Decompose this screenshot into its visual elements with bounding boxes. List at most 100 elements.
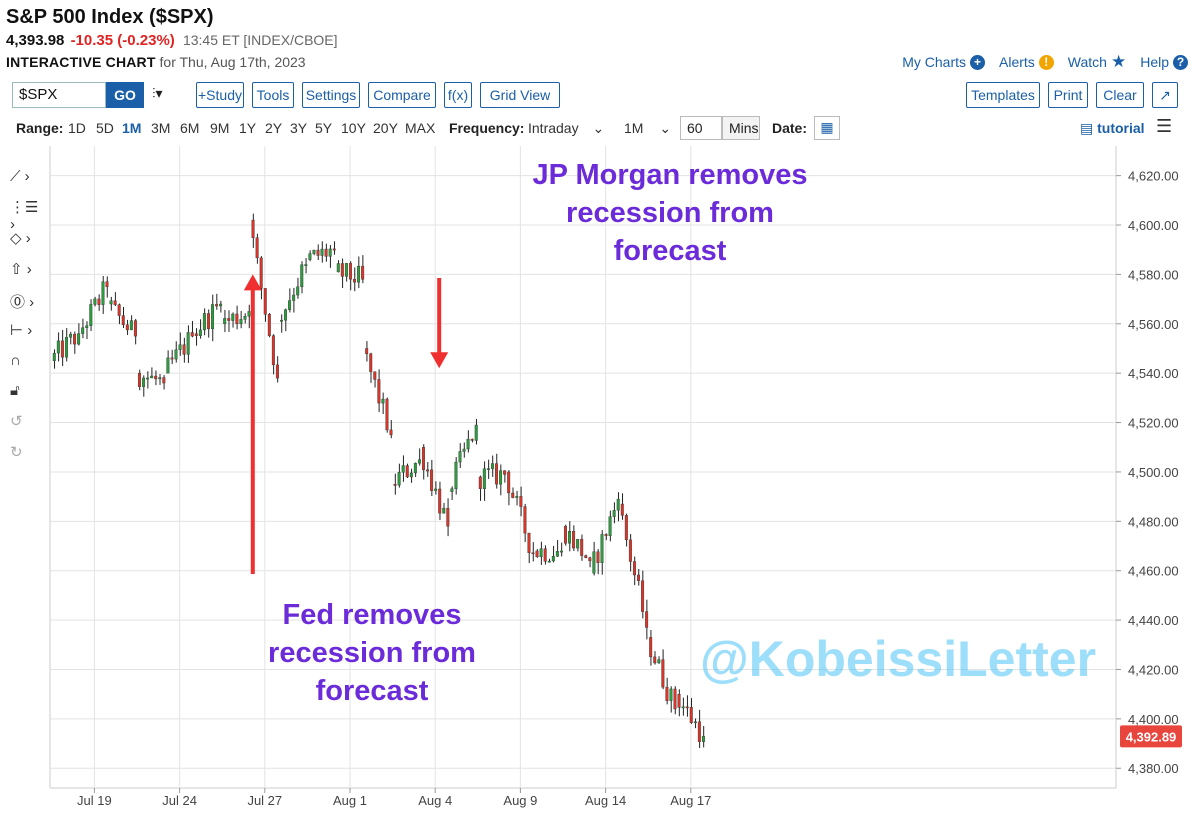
menu-icon[interactable]: ☰ <box>1156 116 1173 136</box>
candle-body <box>669 688 673 701</box>
candle-body <box>624 515 628 541</box>
range-3m[interactable]: 3M <box>151 120 171 136</box>
fx-button[interactable]: f(x) <box>444 82 472 108</box>
y-tick-label: 4,620.00 <box>1128 169 1179 184</box>
magnet-icon[interactable]: ∩ <box>10 352 21 369</box>
candle-body <box>271 335 275 366</box>
print-button[interactable]: Print <box>1048 82 1088 108</box>
watch-label: Watch <box>1067 54 1107 70</box>
candle-body <box>223 318 227 324</box>
candle-body <box>600 534 604 564</box>
settings-button[interactable]: Settings <box>302 82 360 108</box>
my-charts-link[interactable]: My Charts + <box>902 54 985 70</box>
jpm-annotation-line: JP Morgan removes <box>532 159 807 191</box>
candle-body <box>231 313 235 321</box>
range-3y[interactable]: 3Y <box>290 120 308 136</box>
candle-body <box>478 476 482 489</box>
tools-button[interactable]: Tools <box>252 82 294 108</box>
range-10y[interactable]: 10Y <box>341 120 366 136</box>
arrow-tool-icon[interactable]: ⇧ › <box>10 261 32 278</box>
y-tick-label: 4,460.00 <box>1128 564 1179 579</box>
range-1y[interactable]: 1Y <box>239 120 257 136</box>
candle-body <box>568 531 572 544</box>
fed-annotation-line: recession from <box>268 637 476 669</box>
interval-select[interactable]: 1M ⌄ <box>624 120 671 137</box>
candle-body <box>93 298 97 305</box>
go-button[interactable]: GO <box>106 82 144 108</box>
tutorial-label: tutorial <box>1097 120 1145 136</box>
chart-toolbar: $SPX GO ⫶▾ +Study Tools Settings Compare… <box>12 82 1190 108</box>
candle-body <box>657 659 661 664</box>
clear-button[interactable]: Clear <box>1096 82 1144 108</box>
candle-body <box>353 278 356 283</box>
compare-button[interactable]: Compare <box>368 82 436 108</box>
undo-icon[interactable]: ↺ <box>10 413 23 430</box>
range-5y[interactable]: 5Y <box>315 120 333 136</box>
candle-body <box>320 248 324 256</box>
chart-label: INTERACTIVE CHART <box>6 54 156 70</box>
range-1m[interactable]: 1M <box>122 120 142 136</box>
grid-view-button[interactable]: Grid View <box>480 82 560 108</box>
text-tool-icon[interactable]: ⓪ › <box>10 294 35 311</box>
candle-body <box>385 398 389 431</box>
candle-body <box>450 488 454 492</box>
candle-body <box>470 438 474 441</box>
candle-body <box>523 506 527 534</box>
candle-body <box>661 659 665 688</box>
measure-tool-icon[interactable]: ⊢ › <box>10 322 33 339</box>
study-button[interactable]: +Study <box>196 82 244 108</box>
candle-body <box>247 311 251 317</box>
chart-type-dropdown[interactable]: ⫶▾ <box>152 85 163 102</box>
expand-arrow-icon[interactable]: ↗ <box>1152 82 1178 108</box>
chart-subtitle: INTERACTIVE CHART for Thu, Aug 17th, 202… <box>6 54 306 70</box>
last-price: 4,393.98 <box>6 32 65 49</box>
candle-body <box>142 377 146 387</box>
calendar-icon[interactable]: ▦ <box>814 116 840 140</box>
lock-icon[interactable]: 🔓︎ <box>10 382 20 399</box>
candle-body <box>474 424 478 441</box>
range-5d[interactable]: 5D <box>96 120 114 136</box>
tutorial-link[interactable]: ▤ tutorial <box>1080 120 1145 137</box>
help-link[interactable]: Help ? <box>1140 54 1188 70</box>
candle-body <box>361 265 365 280</box>
templates-button[interactable]: Templates <box>966 82 1040 108</box>
candle-body <box>357 265 361 283</box>
fib-tool-icon[interactable]: ⋮☰ › <box>10 199 39 233</box>
range-max[interactable]: MAX <box>405 120 436 136</box>
y-axis: 4,380.00 4,400.00 4,420.00 4,440.00 4,460.00… <box>1116 169 1179 776</box>
candle-body <box>170 357 174 360</box>
candle-body <box>64 337 68 358</box>
candle-body <box>69 333 72 338</box>
annotations: Fed removes recession from forecast JP Morg… <box>243 159 808 707</box>
candle-body <box>417 459 421 464</box>
candle-body <box>381 398 385 404</box>
alerts-link[interactable]: Alerts ! <box>999 54 1054 70</box>
x-tick-label: Jul 27 <box>247 793 282 808</box>
candle-body <box>215 304 219 307</box>
candle-body <box>507 471 511 494</box>
range-20y[interactable]: 20Y <box>373 120 398 136</box>
candle-body <box>101 281 105 305</box>
range-6m[interactable]: 6M <box>180 120 200 136</box>
frequency-select[interactable]: Intraday ⌄ <box>528 120 604 137</box>
redo-icon[interactable]: ↻ <box>10 444 23 461</box>
shape-tool-icon[interactable]: ◇ › <box>10 230 31 247</box>
candlestick-icon: ⫶▾ <box>152 85 163 101</box>
candle-body <box>677 693 681 708</box>
range-2y[interactable]: 2Y <box>265 120 283 136</box>
candles <box>52 213 705 749</box>
candle-body <box>97 298 101 305</box>
line-tool-icon[interactable]: ⟋ › <box>10 168 30 185</box>
interval-number-input[interactable]: 60 <box>680 116 722 140</box>
range-1d[interactable]: 1D <box>68 120 86 136</box>
symbol-input[interactable]: $SPX <box>12 82 106 108</box>
candle-body <box>198 329 202 336</box>
candle-body <box>259 257 263 289</box>
last-price-label: 4,392.89 <box>1126 729 1177 744</box>
y-tick-label: 4,440.00 <box>1128 613 1179 628</box>
candle-body <box>438 488 442 514</box>
candle-body <box>434 488 438 491</box>
range-9m[interactable]: 9M <box>210 120 230 136</box>
watch-link[interactable]: Watch ★ <box>1068 52 1126 72</box>
